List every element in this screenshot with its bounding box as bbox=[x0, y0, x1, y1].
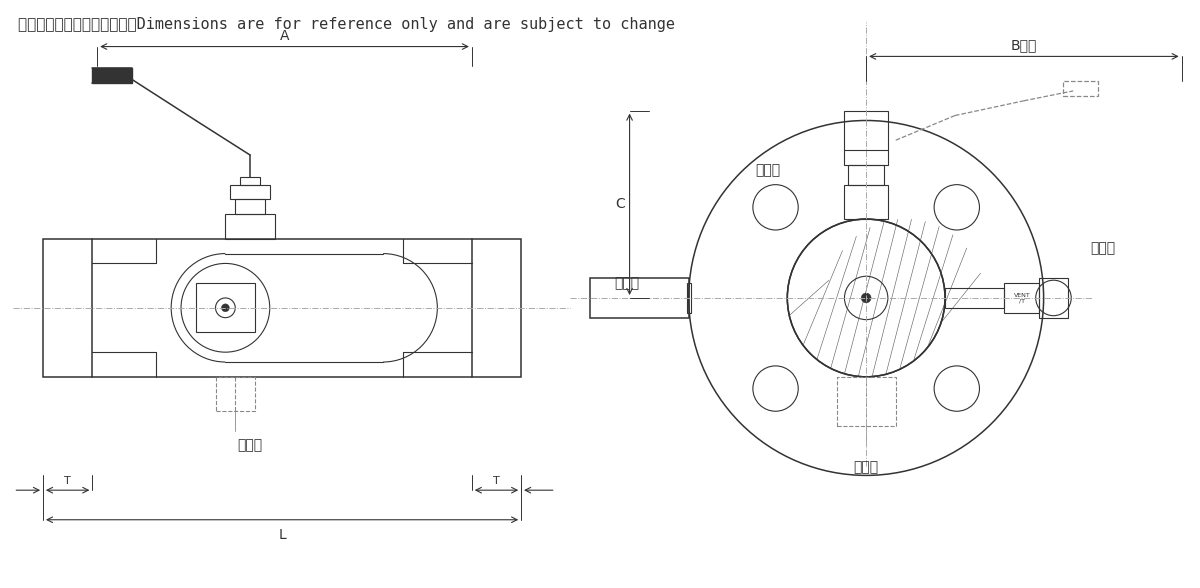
Bar bbox=[848, 165, 884, 185]
Bar bbox=[240, 176, 260, 185]
Bar bbox=[216, 377, 254, 412]
Text: 排放口: 排放口 bbox=[238, 438, 263, 452]
Bar bbox=[1063, 81, 1098, 96]
Bar bbox=[43, 239, 92, 377]
Bar bbox=[1039, 278, 1068, 318]
Bar bbox=[196, 283, 254, 332]
Bar bbox=[845, 111, 888, 165]
Text: B打开: B打开 bbox=[1010, 38, 1037, 52]
Text: C: C bbox=[614, 198, 625, 211]
Text: VENT
/T: VENT /T bbox=[1014, 293, 1031, 303]
Text: T: T bbox=[65, 476, 71, 486]
Text: 截止阀: 截止阀 bbox=[755, 163, 780, 177]
Text: 排放口: 排放口 bbox=[853, 460, 878, 475]
Text: 排放阀: 排放阀 bbox=[1091, 242, 1115, 256]
Text: A: A bbox=[280, 29, 289, 42]
Bar bbox=[230, 185, 270, 199]
Circle shape bbox=[862, 293, 871, 303]
Bar bbox=[235, 199, 265, 214]
Text: 截止阀: 截止阀 bbox=[614, 276, 640, 290]
Bar bbox=[226, 214, 275, 239]
Bar bbox=[1004, 283, 1039, 313]
Bar bbox=[686, 283, 691, 313]
Circle shape bbox=[222, 304, 229, 312]
Bar bbox=[836, 377, 895, 426]
Bar bbox=[845, 185, 888, 219]
Bar bbox=[946, 288, 1004, 308]
Bar bbox=[590, 278, 689, 318]
Text: T: T bbox=[493, 476, 500, 486]
Bar bbox=[92, 68, 132, 83]
Text: L: L bbox=[278, 527, 286, 542]
Text: 尺寸仅供参考，可能有变动。Dimensions are for reference only and are subject to change: 尺寸仅供参考，可能有变动。Dimensions are for referenc… bbox=[18, 17, 676, 32]
Bar bbox=[472, 239, 521, 377]
